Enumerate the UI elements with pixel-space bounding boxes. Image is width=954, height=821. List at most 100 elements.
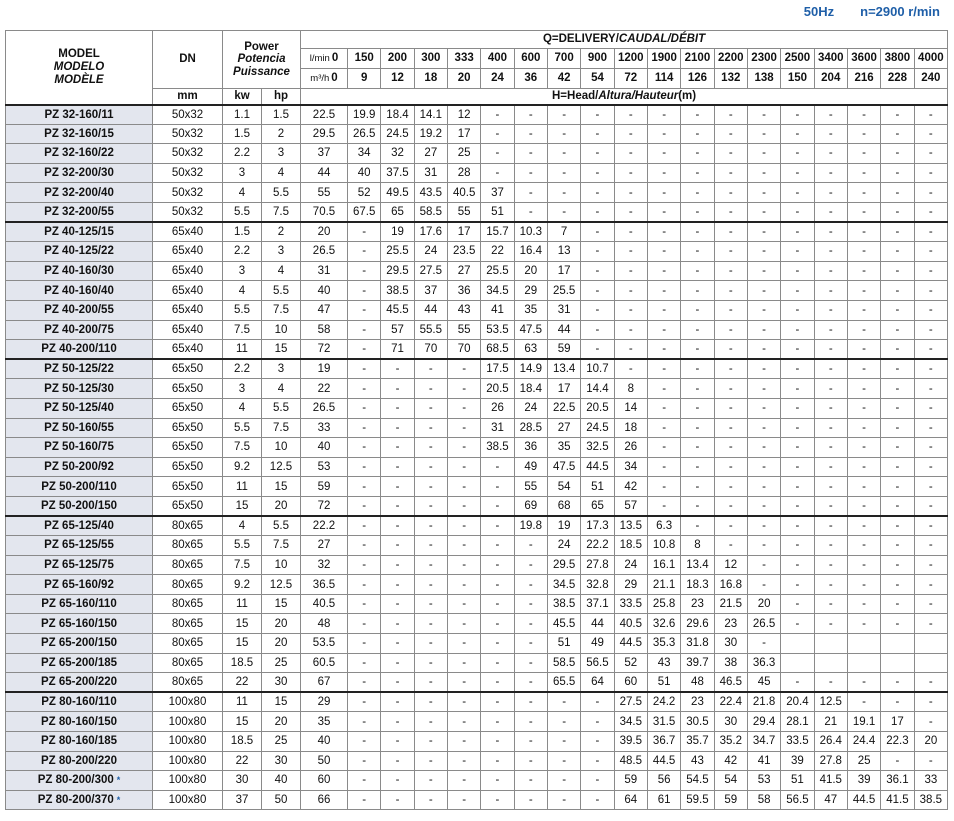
head-value: -: [880, 221, 915, 243]
head-value: -: [913, 456, 949, 478]
head-value: 56.5: [580, 652, 615, 674]
head-value: -: [713, 280, 748, 301]
flow-m3h: 126: [680, 68, 715, 89]
kw: 3: [222, 260, 262, 282]
head-value: -: [780, 201, 815, 223]
head-value: [913, 633, 949, 654]
head-value: 34.5: [613, 711, 648, 732]
pump-row: PZ 32-200/40 50x32 4 5.5 55 52 49.5 43.5 40.5 37-…: [5, 182, 949, 203]
head-value: -: [913, 691, 949, 713]
model: PZ 40-200/110: [5, 339, 153, 360]
head-value: -: [746, 143, 782, 164]
head-value: 36.7: [646, 731, 682, 752]
pump-row: PZ 32-200/55 50x32 5.5 7.5 70.5 67.5 65 58.5 55 5…: [5, 201, 949, 223]
head-value: -: [480, 633, 515, 654]
head-value: -: [846, 397, 882, 419]
head-value: -: [780, 672, 815, 693]
head-value: -: [380, 495, 415, 517]
head-value: 44.5: [846, 789, 882, 811]
kw: 1.1: [222, 104, 262, 125]
model: PZ 50-160/55: [5, 417, 153, 439]
hp: 5.5: [261, 182, 301, 203]
model: PZ 40-125/15: [5, 221, 153, 243]
head-value: -: [780, 319, 815, 341]
head-value: -: [513, 182, 548, 203]
head-value: -: [413, 574, 448, 595]
head-value: -: [613, 123, 648, 145]
head-value: -: [380, 691, 415, 713]
head-value: -: [913, 574, 949, 595]
head-value: -: [580, 241, 615, 262]
head-value: 37.1: [580, 593, 615, 615]
head-value: 14.4: [580, 378, 615, 399]
model-name: PZ 50-125/40: [44, 402, 114, 415]
dn: 80x65: [152, 574, 223, 595]
head-value: 38: [713, 652, 748, 674]
head-value: -: [446, 378, 482, 399]
flow-lpm: 150: [346, 48, 382, 69]
head-value: 27.8: [813, 750, 848, 772]
head-value: 36.3: [746, 652, 782, 674]
head-value: 23.5: [446, 241, 482, 262]
head-value: -: [813, 613, 848, 635]
hp: 12.5: [261, 456, 301, 478]
flow-value: 114: [654, 72, 674, 85]
kw: 11: [222, 339, 262, 360]
model: PZ 65-200/185: [5, 652, 153, 674]
flow-value: 72: [624, 72, 638, 85]
model: PZ 50-200/110: [5, 476, 153, 497]
head-value: 71: [380, 339, 415, 360]
head-value: -: [480, 613, 515, 635]
hp: 2: [261, 123, 301, 145]
head-value: -: [446, 652, 482, 674]
head-value: -: [880, 299, 915, 321]
head-value: -: [446, 731, 482, 752]
pump-row: PZ 32-160/15 50x32 1.5 2 29.5 26.5 24.5 19.2 17-…: [5, 123, 949, 145]
head-value: 68.5: [480, 339, 515, 360]
head-value: 32.5: [580, 437, 615, 458]
head-value: -: [713, 123, 748, 145]
head-value: -: [546, 123, 582, 145]
flow-value: 3600: [851, 52, 877, 65]
head-value: 41.5: [880, 789, 915, 811]
head-value: -: [846, 574, 882, 595]
flow-lpm: 700: [546, 48, 582, 69]
head-value: [780, 633, 815, 654]
head-value: -: [513, 711, 548, 732]
head-value: -: [846, 495, 882, 517]
head-value: -: [346, 691, 382, 713]
head-value: -: [713, 221, 748, 243]
head-value: -: [813, 593, 848, 615]
head-value: -: [646, 495, 682, 517]
head-value: 18: [613, 417, 648, 439]
model-name: PZ 80-160/150: [40, 715, 118, 728]
pump-row: PZ 50-125/30 65x50 3 4 22- - - -20.5 18.4 17 14.4 8…: [5, 378, 949, 399]
head-value: 24.2: [646, 691, 682, 713]
head-value: -: [780, 221, 815, 243]
head-value: -: [480, 672, 515, 693]
head-value: 21: [813, 711, 848, 732]
head-value: 51: [646, 672, 682, 693]
flow-lpm: l/min 0: [300, 48, 348, 69]
head-value: -: [480, 535, 515, 556]
model-name: PZ 32-200/30: [44, 167, 114, 180]
model: PZ 65-200/150: [5, 633, 153, 654]
head-value: -: [713, 201, 748, 223]
hp: 4: [261, 162, 301, 184]
model-name: PZ 65-160/150: [40, 617, 118, 630]
head-value: -: [513, 201, 548, 223]
head-value: -: [880, 397, 915, 419]
head-value: -: [413, 397, 448, 419]
model: PZ 80-160/150: [5, 711, 153, 732]
kw: 11: [222, 691, 262, 713]
head-value: 44.5: [613, 633, 648, 654]
head-value: -: [780, 437, 815, 458]
head-value: -: [913, 123, 949, 145]
flow-lpm: 3800: [880, 48, 915, 69]
head-value: -: [346, 554, 382, 576]
model-name: PZ 65-125/55: [44, 539, 114, 552]
flow-value: 228: [887, 72, 907, 85]
head-value: -: [746, 123, 782, 145]
head-value: 40: [300, 731, 348, 752]
head-value: 58.5: [413, 201, 448, 223]
